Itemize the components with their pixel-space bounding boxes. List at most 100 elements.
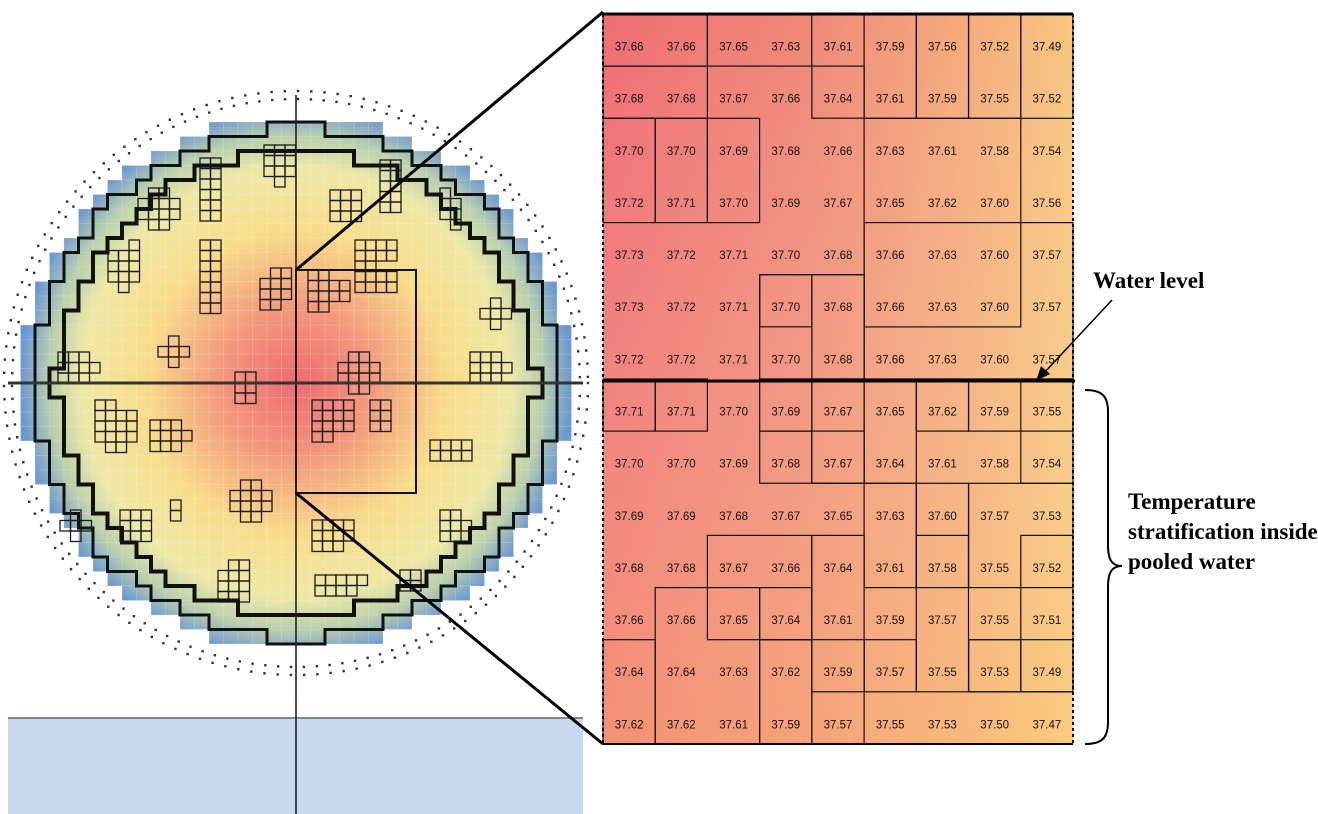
boundary-dot <box>3 371 6 374</box>
boundary-dot <box>87 587 90 590</box>
boundary-dot <box>245 102 248 105</box>
boundary-dot <box>387 105 391 108</box>
assembly-outline <box>811 430 865 484</box>
boundary-dot <box>244 94 247 97</box>
boundary-dot <box>453 627 456 630</box>
temperature-value: 37.60 <box>928 511 957 523</box>
assembly-cell <box>273 175 286 188</box>
boundary-dot <box>9 319 12 322</box>
boundary-dot <box>577 310 581 313</box>
temperature-value: 37.66 <box>771 94 800 106</box>
boundary-dot <box>573 324 576 328</box>
temperature-value: 37.55 <box>980 94 1009 106</box>
boundary-dot <box>526 203 529 206</box>
boundary-dot <box>560 482 563 486</box>
boundary-dot <box>578 363 581 366</box>
boundary-dot <box>316 673 319 676</box>
temperature-value: 37.69 <box>771 198 800 210</box>
boundary-dot <box>112 599 115 602</box>
boundary-dot <box>283 98 287 101</box>
temperature-value: 37.71 <box>615 407 644 419</box>
boundary-dot <box>577 350 580 353</box>
boundary-dot <box>582 434 585 437</box>
boundary-dot <box>53 546 57 550</box>
boundary-dot <box>544 533 547 536</box>
boundary-dot <box>20 308 23 311</box>
boundary-dot <box>78 577 81 581</box>
temperature-value: 37.70 <box>615 459 644 471</box>
boundary-dot <box>13 423 17 426</box>
assembly-cell <box>280 288 293 301</box>
assembly-outline <box>811 65 865 119</box>
boundary-dot <box>296 89 300 93</box>
boundary-dot <box>303 673 306 677</box>
boundary-dot <box>25 268 28 271</box>
temperature-value: 37.65 <box>719 42 748 54</box>
boundary-dot <box>441 634 445 637</box>
boundary-dot <box>17 320 20 324</box>
boundary-dot <box>14 333 18 336</box>
assembly-cell <box>389 201 402 214</box>
boundary-dot <box>529 555 533 558</box>
boundary-dot <box>98 176 101 180</box>
boundary-dot <box>38 260 41 263</box>
boundary-dot <box>117 613 120 617</box>
boundary-dot <box>570 284 573 288</box>
boundary-dot <box>437 627 441 630</box>
boundary-dot <box>454 146 457 150</box>
temperature-value: 37.70 <box>667 146 696 158</box>
boundary-dot <box>578 394 581 398</box>
boundary-dot <box>16 293 19 296</box>
temperature-value: 37.59 <box>824 667 853 679</box>
boundary-dot <box>66 200 69 203</box>
boundary-dot <box>18 475 21 479</box>
boundary-dot <box>469 605 472 608</box>
boundary-dot <box>14 463 17 466</box>
boundary-dot <box>447 133 451 136</box>
boundary-dot <box>263 672 266 675</box>
temperature-value: 37.66 <box>667 615 696 627</box>
boundary-dot <box>548 236 551 240</box>
boundary-dot <box>226 657 229 660</box>
boundary-dot <box>519 208 523 211</box>
boundary-dot <box>541 240 544 244</box>
boundary-dot <box>220 107 223 111</box>
boundary-dot <box>521 565 525 568</box>
boundary-dot <box>342 669 345 673</box>
assembly-cell <box>209 302 222 315</box>
temperature-value: 37.69 <box>615 511 644 523</box>
boundary-dot <box>172 125 175 129</box>
assembly-cell <box>342 529 355 542</box>
boundary-dot <box>30 485 33 488</box>
boundary-dot <box>205 103 208 107</box>
boundary-dot <box>183 120 187 123</box>
temperature-value: 37.71 <box>667 407 696 419</box>
boundary-dot <box>353 659 357 662</box>
boundary-dot <box>421 127 424 130</box>
assembly-cell <box>80 519 93 532</box>
assembly-cell <box>332 540 345 553</box>
temperature-value: 37.72 <box>667 354 696 366</box>
temperature-value: 37.62 <box>667 719 696 731</box>
temperature-value: 37.72 <box>615 354 644 366</box>
boundary-dot <box>537 528 541 532</box>
boundary-dot <box>583 336 586 339</box>
assembly-cell <box>260 500 273 513</box>
assembly-cell <box>178 345 191 358</box>
boundary-dot <box>464 154 468 157</box>
temperature-value: 37.52 <box>980 42 1009 54</box>
boundary-dot <box>523 550 526 553</box>
boundary-dot <box>464 619 467 623</box>
boundary-dot <box>97 596 100 600</box>
temperature-value: 37.66 <box>615 42 644 54</box>
boundary-dot <box>554 248 557 251</box>
boundary-dot <box>385 112 388 115</box>
temperature-value: 37.47 <box>1033 719 1062 731</box>
temperature-value: 37.54 <box>1033 459 1062 471</box>
boundary-dot <box>11 397 14 401</box>
boundary-dot <box>310 90 313 93</box>
boundary-dot <box>40 509 44 512</box>
boundary-dot <box>430 640 433 643</box>
boundary-dot <box>418 646 421 649</box>
